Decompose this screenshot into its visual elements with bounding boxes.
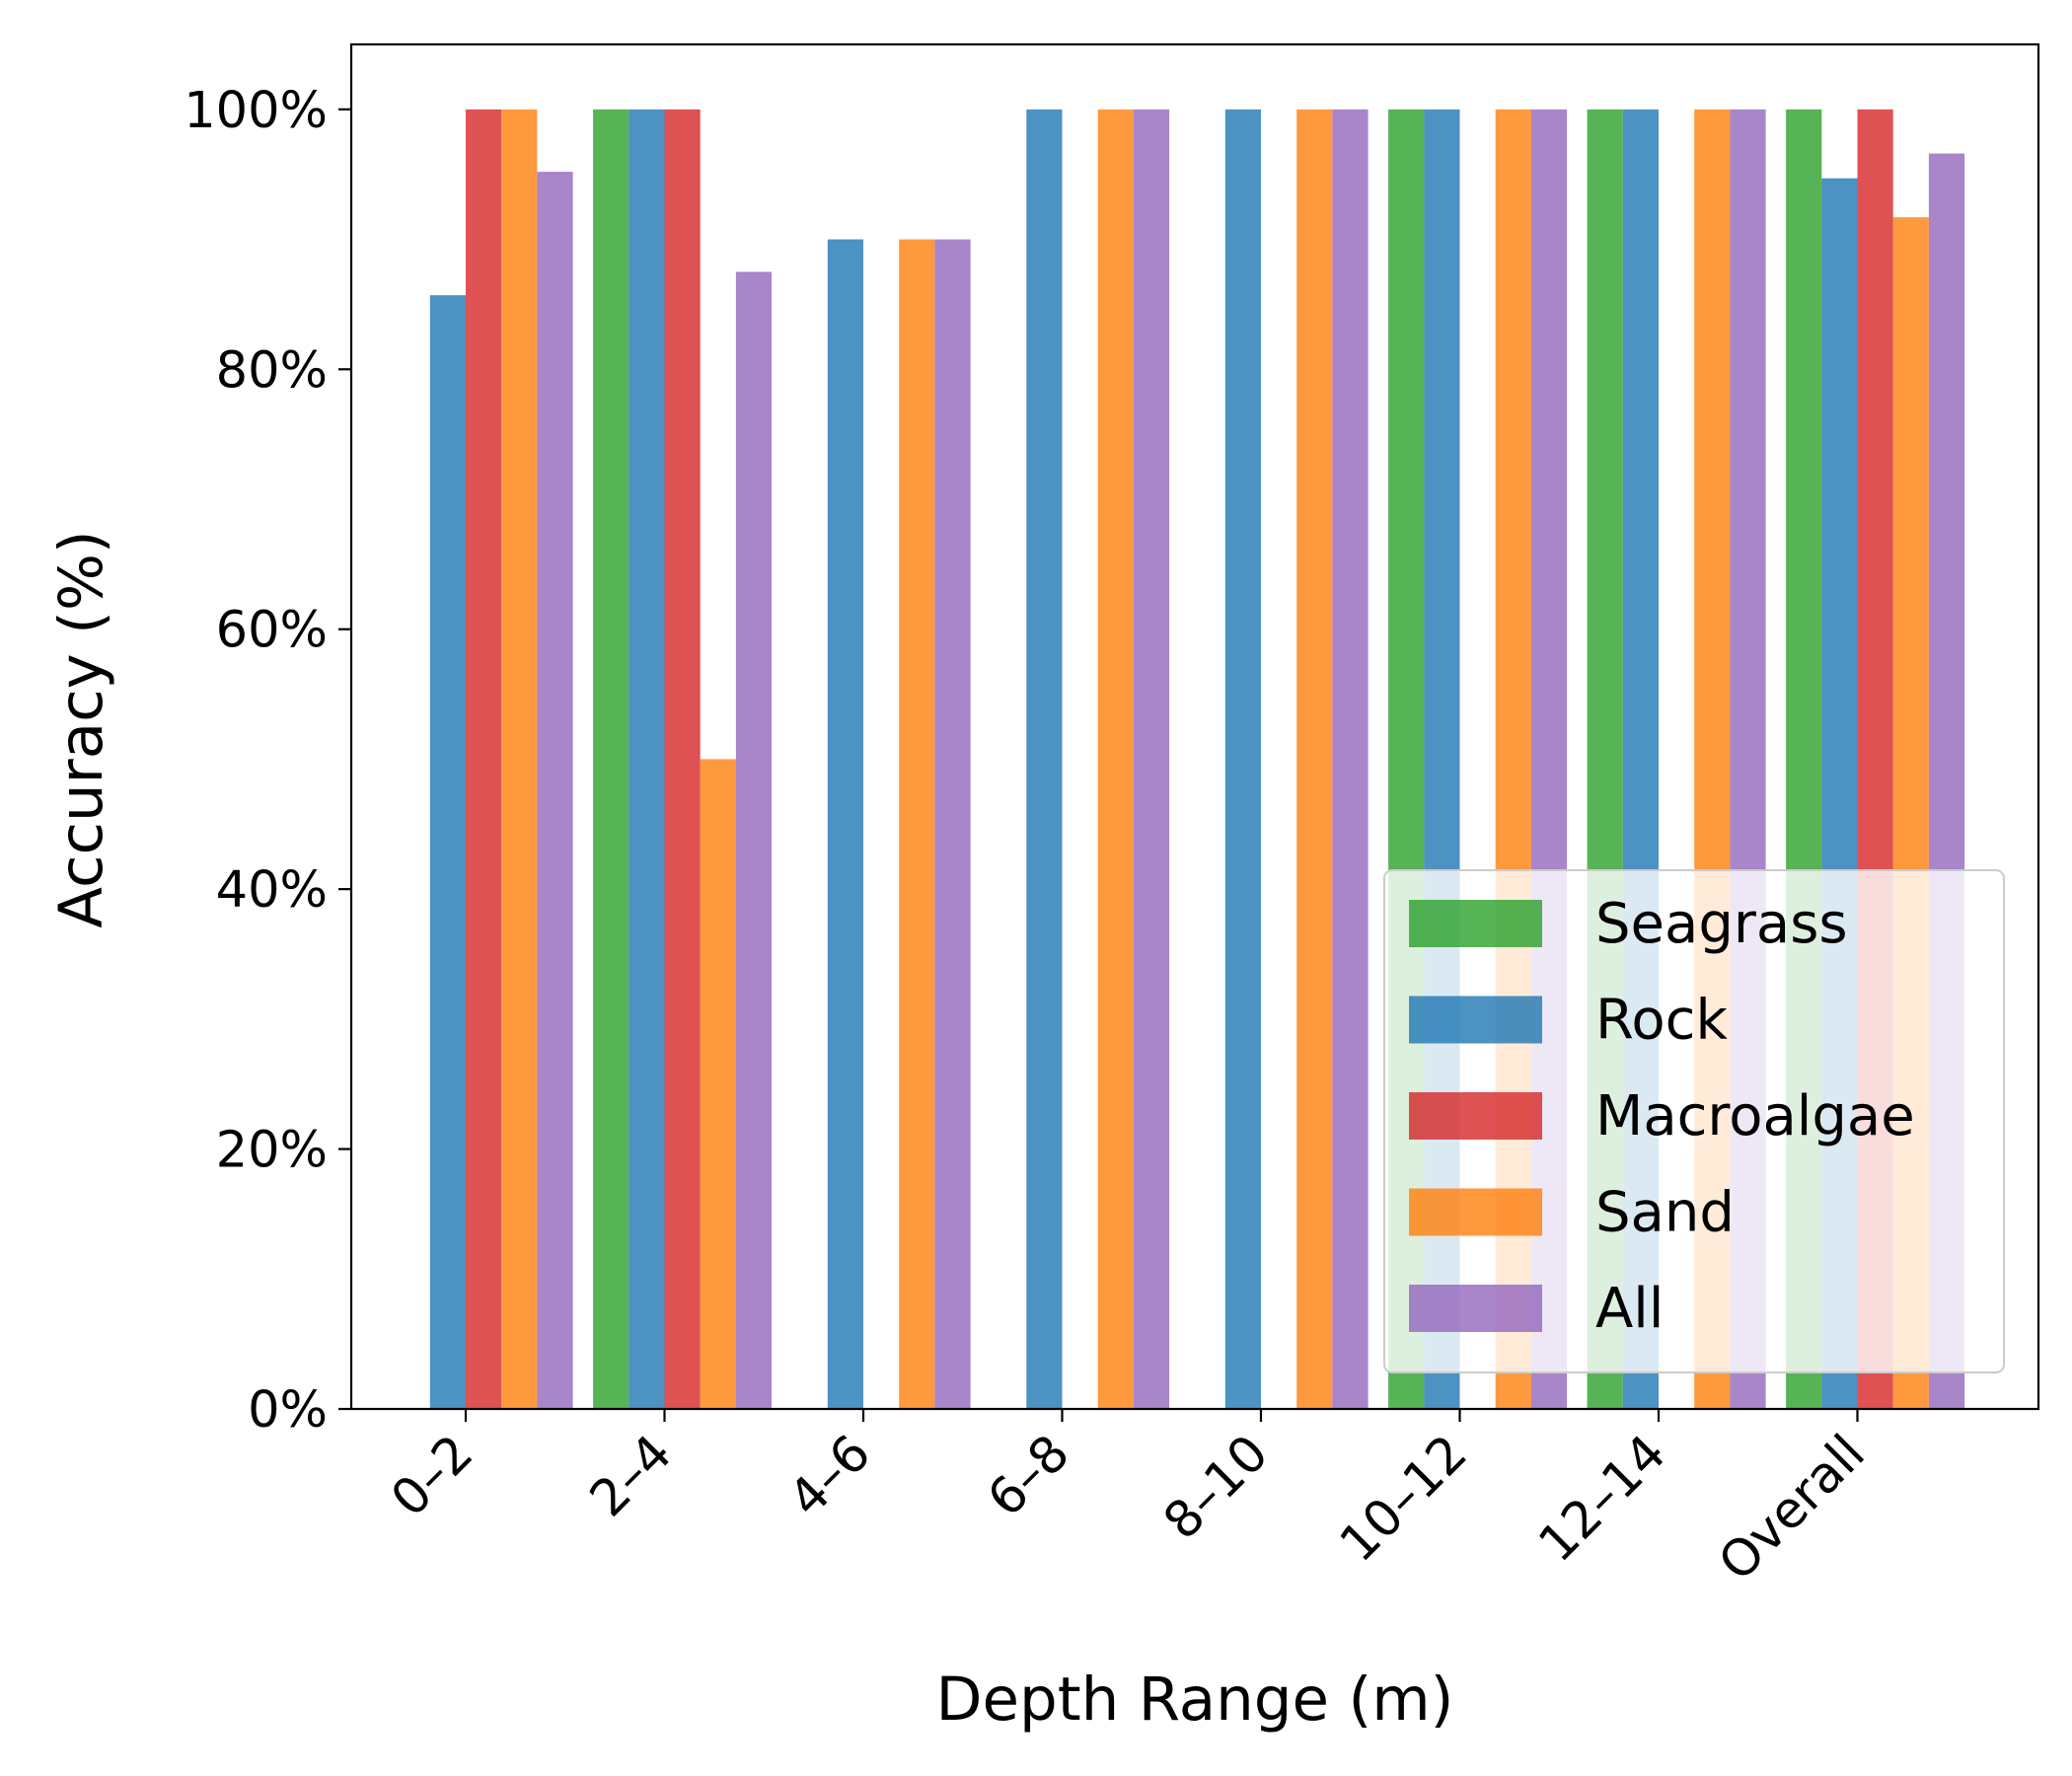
y-tick-label: 60%	[216, 602, 328, 660]
legend-label-seagrass: Seagrass	[1595, 892, 1848, 956]
y-tick-label: 80%	[216, 341, 328, 400]
x-tick-label: 4–6	[778, 1424, 883, 1528]
y-tick-label: 0%	[248, 1381, 328, 1440]
legend-label-rock: Rock	[1595, 989, 1728, 1053]
bar-all-0	[537, 172, 573, 1410]
x-tick-label: 8–10	[1153, 1424, 1281, 1551]
legend-swatch-all	[1409, 1285, 1542, 1332]
legend-swatch-seagrass	[1409, 900, 1542, 947]
x-tick-label: 6–8	[977, 1424, 1081, 1528]
x-tick-label: 10–12	[1329, 1424, 1479, 1574]
bars-layer	[429, 109, 1965, 1410]
legend-swatch-macroalgae	[1409, 1092, 1542, 1140]
legend: Seagrass Rock Macroalgae Sand All	[1383, 869, 2005, 1373]
y-tick-label: 100%	[184, 82, 328, 140]
bar-sand-2	[899, 239, 935, 1410]
x-tick-label: 12–14	[1528, 1424, 1678, 1574]
legend-swatch-rock	[1409, 996, 1542, 1044]
legend-label-sand: Sand	[1595, 1181, 1735, 1245]
bar-rock-1	[629, 109, 665, 1409]
bar-macroalgae-1	[664, 109, 701, 1409]
bar-all-1	[735, 271, 773, 1409]
x-tick-label: Overall	[1708, 1424, 1877, 1592]
bar-all-4	[1332, 109, 1369, 1409]
legend-box	[1383, 869, 2005, 1373]
bar-rock-0	[429, 295, 466, 1410]
bar-macroalgae-0	[466, 109, 502, 1409]
plot-frame	[349, 42, 2040, 1411]
y-tick-label: 40%	[216, 861, 328, 920]
bar-rock-4	[1224, 109, 1261, 1409]
legend-label-macroalgae: Macroalgae	[1595, 1084, 1915, 1148]
x-tick-label: 2–4	[579, 1424, 684, 1528]
bar-sand-3	[1097, 109, 1134, 1409]
bar-sand-4	[1296, 109, 1333, 1409]
bar-sand-0	[501, 109, 538, 1409]
bar-all-3	[1133, 109, 1170, 1409]
bar-rock-3	[1026, 109, 1063, 1409]
x-axis-title: Depth Range (m)	[936, 1665, 1454, 1735]
bar-all-2	[934, 239, 971, 1410]
y-axis-title: Accuracy (%)	[46, 530, 116, 927]
bar-sand-1	[700, 759, 736, 1409]
legend-swatch-sand	[1409, 1188, 1542, 1236]
x-tick-label: 0–2	[381, 1424, 485, 1528]
bar-seagrass-1	[593, 109, 629, 1409]
bar-rock-2	[827, 239, 863, 1410]
legend-label-all: All	[1595, 1277, 1664, 1341]
y-tick-label: 20%	[216, 1122, 328, 1180]
